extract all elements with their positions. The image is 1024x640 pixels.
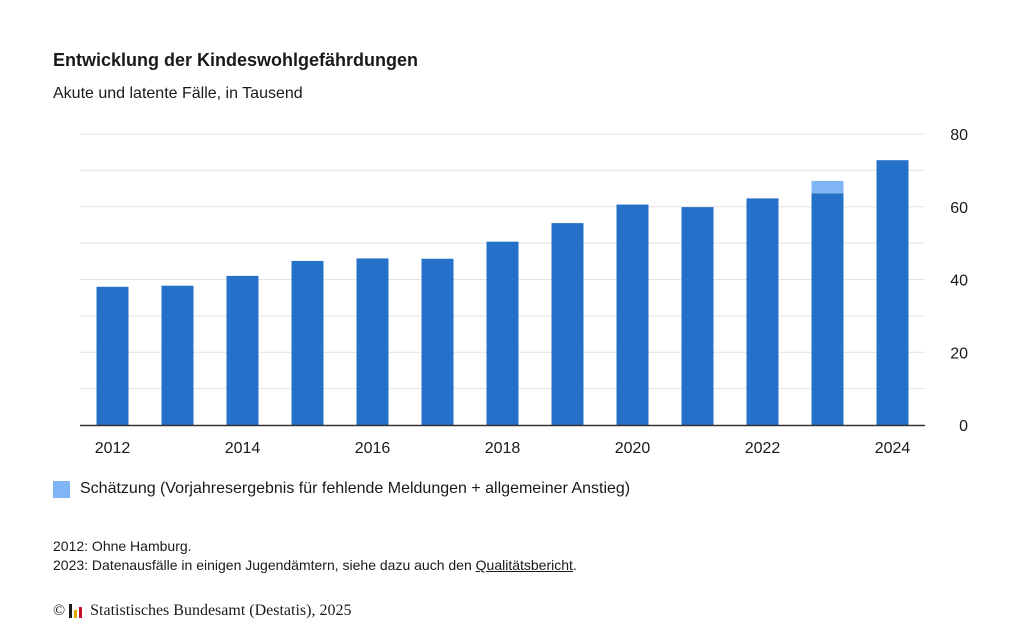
bar-2020: [616, 204, 649, 425]
grid-lines: [80, 133, 925, 390]
y-tick-label: 60: [950, 200, 968, 217]
x-tick-label: 2018: [485, 440, 521, 457]
bar-2023: [811, 193, 844, 425]
bar-2022: [746, 198, 779, 425]
bar-2019: [551, 223, 584, 425]
bar-chart: 0 20 40 60 80 2012 2014 2016 2018 2020 2022 2024: [80, 127, 968, 457]
footnote-2012: 2012: Ohne Hamburg.: [53, 538, 192, 554]
legend: Schätzung (Vorjahresergebnis für fehlend…: [53, 480, 630, 498]
destatis-logo-icon: [69, 604, 85, 618]
y-tick-label: 80: [950, 127, 968, 144]
footnote-2023: 2023: Datenausfälle in einigen Jugendämt…: [53, 556, 577, 575]
x-tick-label: 2020: [615, 440, 651, 457]
legend-swatch-estimate: [53, 480, 70, 498]
copyright-symbol: ©: [53, 602, 66, 619]
y-tick-label: 20: [950, 345, 968, 362]
source-text: Statistisches Bundesamt (Destatis), 2025: [90, 602, 352, 619]
y-tick-label: 40: [950, 273, 968, 290]
quality-report-link[interactable]: Qualitätsbericht: [475, 557, 573, 573]
axes: 0 20 40 60 80 2012 2014 2016 2018 2020 2022 2024: [80, 127, 968, 457]
x-tick-label: 2016: [355, 440, 391, 457]
x-tick-label: 2014: [225, 440, 261, 457]
bar-2014: [226, 275, 259, 425]
chart-title: Entwicklung der Kindeswohlgefährdungen: [53, 50, 419, 70]
bar-estimate-2023: [811, 180, 844, 194]
bar-2021: [681, 207, 714, 425]
bars: [96, 160, 909, 425]
chart-subtitle: Akute und latente Fälle, in Tausend: [53, 85, 303, 102]
footnote-2023-end: .: [572, 557, 577, 573]
x-tick-label: 2024: [875, 440, 911, 457]
bar-2017: [421, 258, 454, 425]
bar-2013: [161, 285, 194, 425]
bar-2018: [486, 241, 519, 425]
bar-2024: [876, 160, 909, 425]
bar-2015: [291, 260, 324, 425]
footnotes: 2012: Ohne Hamburg. 2023: Datenausfälle …: [53, 537, 577, 575]
legend-label-estimate: Schätzung (Vorjahresergebnis für fehlend…: [80, 480, 631, 497]
bar-2012: [96, 286, 129, 425]
footnote-2023-text: 2023: Datenausfälle in einigen Jugendämt…: [53, 557, 476, 573]
x-tick-label: 2012: [95, 440, 131, 457]
y-tick-label: 0: [959, 418, 968, 435]
bar-2016: [356, 258, 389, 425]
source-footer: © Statistisches Bundesamt (Destatis), 20…: [53, 602, 351, 620]
x-tick-label: 2022: [745, 440, 781, 457]
